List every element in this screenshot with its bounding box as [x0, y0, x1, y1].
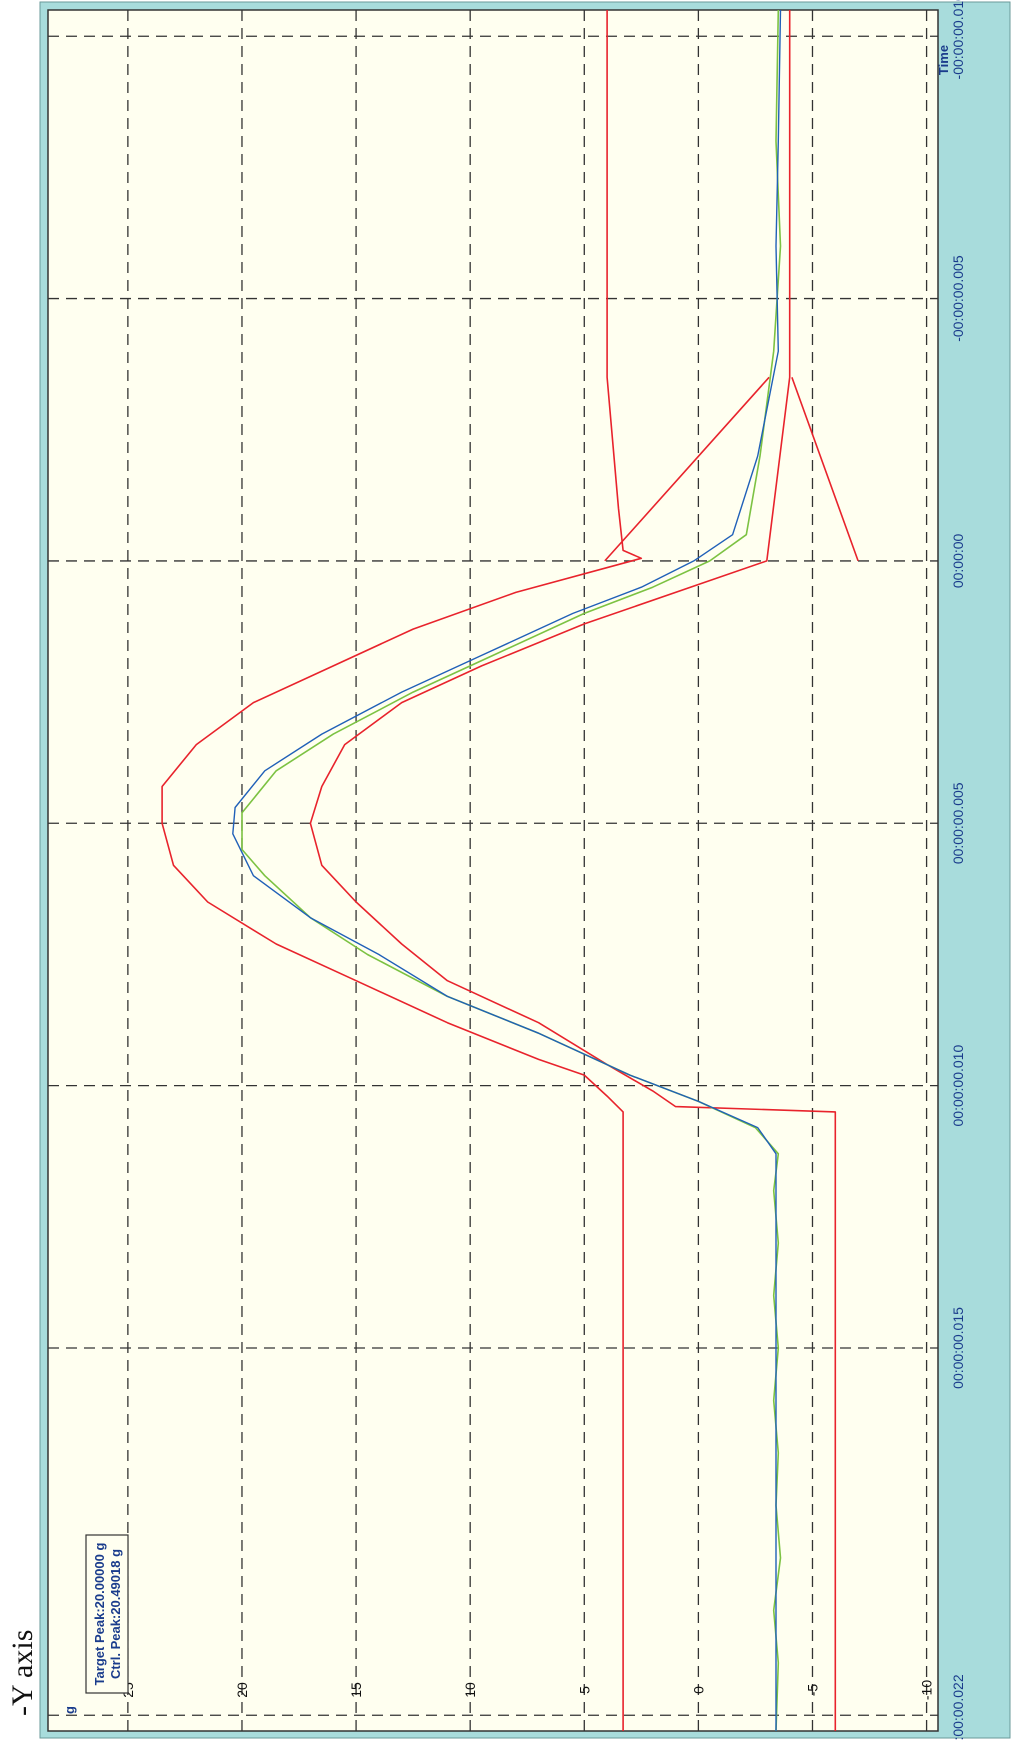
y-tick-label: -10: [919, 1680, 935, 1700]
x-tick-label: 00:00:00.015: [950, 1307, 966, 1389]
x-tick-label: 00:00:00: [950, 533, 966, 588]
y-tick-label: -5: [804, 1684, 820, 1697]
y-axis-label: g: [62, 1706, 77, 1714]
target-peak-label: Target Peak:20.00000 g: [92, 1543, 107, 1686]
x-tick-label: -00:00:00.010: [950, 0, 966, 79]
x-axis-label: Time: [936, 45, 951, 75]
y-tick-label: 0: [690, 1686, 706, 1694]
tolerance-taper-lower: [791, 377, 859, 562]
tolerance-taper-upper: [604, 376, 770, 562]
tolerance-lower-line: [309, 10, 837, 1731]
peak-annotation-box: [85, 1534, 129, 1694]
x-tick-label: 00:00:00.005: [950, 782, 966, 864]
plot-area: [47, 9, 939, 1732]
x-tick-label: 00:00:00.010: [950, 1045, 966, 1127]
y-tick-label: 20: [234, 1682, 250, 1698]
control-pulse-line: [232, 9, 782, 1731]
x-tick-label: 00:00:00.022: [950, 1674, 966, 1740]
y-tick-label: 5: [576, 1686, 592, 1694]
tolerance-upper-line: [161, 10, 643, 1731]
x-tick-label: -00:00:00.005: [950, 255, 966, 342]
y-tick-label: 10: [462, 1682, 478, 1698]
reference-pulse-line: [241, 9, 782, 1732]
y-tick-label: 15: [348, 1682, 364, 1698]
ctrl-peak-label: Ctrl. Peak:20.49018 g: [108, 1549, 123, 1679]
